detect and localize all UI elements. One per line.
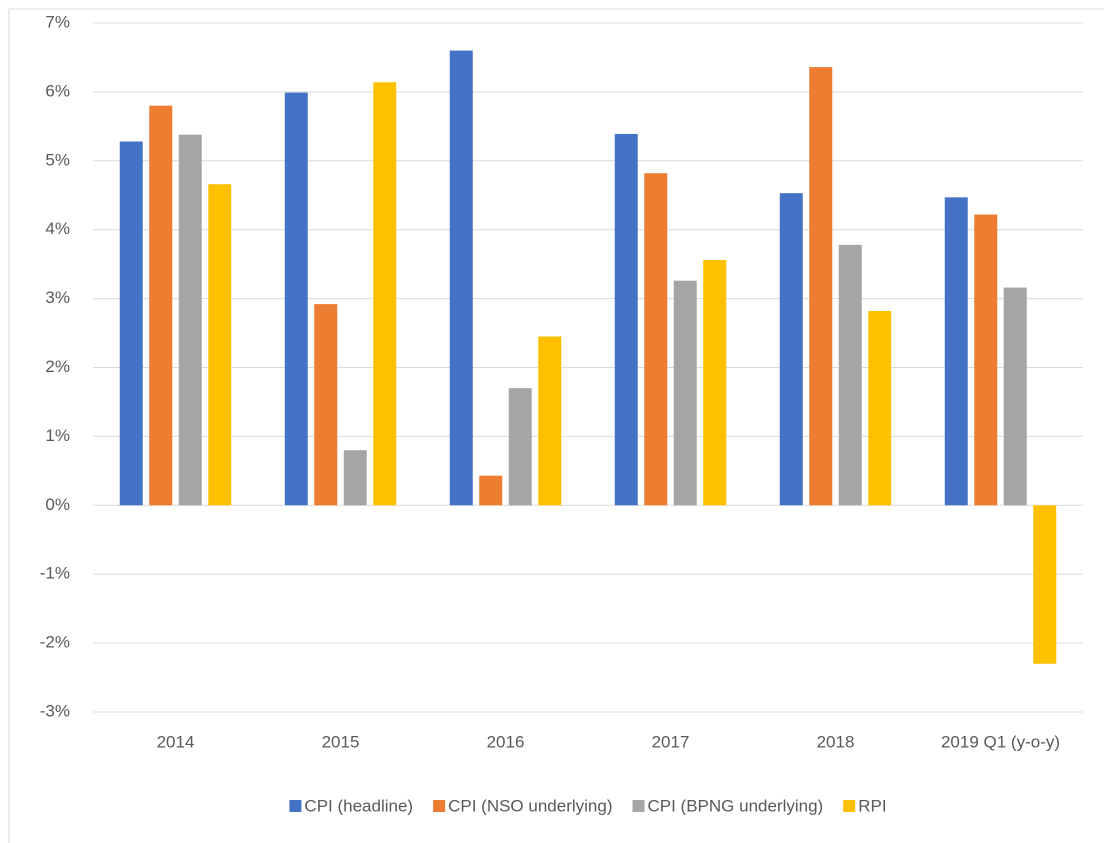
legend-swatch <box>632 800 645 812</box>
legend-label: RPI <box>858 796 886 815</box>
y-tick-label: 6% <box>45 81 70 100</box>
bar <box>149 105 173 506</box>
bar <box>343 450 367 506</box>
bar <box>508 388 532 506</box>
x-tick-label: 2018 <box>817 732 855 751</box>
y-tick-label: 1% <box>45 426 70 445</box>
x-tick-label: 2017 <box>652 732 690 751</box>
y-tick-label: -3% <box>40 701 70 720</box>
y-tick-label: 0% <box>45 495 70 514</box>
bar <box>119 141 143 506</box>
x-tick-label: 2016 <box>487 732 525 751</box>
bar <box>779 193 803 506</box>
y-tick-label: 2% <box>45 357 70 376</box>
bar <box>809 67 833 506</box>
bar <box>1003 287 1027 506</box>
bar <box>284 92 308 506</box>
y-tick-label: -2% <box>40 633 70 652</box>
bar <box>373 82 397 506</box>
legend-label: CPI (NSO underlying) <box>448 796 612 815</box>
bar <box>644 173 668 506</box>
x-tick-label: 2019 Q1 (y-o-y) <box>941 732 1060 751</box>
bar <box>449 50 473 506</box>
bar <box>538 336 562 506</box>
legend-label: CPI (BPNG underlying) <box>647 796 823 815</box>
legend-swatch <box>433 800 446 812</box>
y-tick-label: 7% <box>45 12 70 31</box>
bar <box>673 280 697 506</box>
bar <box>868 311 892 506</box>
bar <box>314 304 338 506</box>
chart-frame <box>8 8 1104 843</box>
bar <box>974 214 998 506</box>
bar <box>838 244 862 506</box>
bar <box>614 133 638 506</box>
y-tick-label: 4% <box>45 219 70 238</box>
legend-label: CPI (headline) <box>304 796 413 815</box>
bar <box>208 184 232 506</box>
bar <box>944 197 968 506</box>
bar <box>1033 505 1057 664</box>
legend-swatch <box>289 800 302 812</box>
legend-swatch <box>843 800 856 812</box>
x-tick-label: 2014 <box>157 732 195 751</box>
y-tick-label: 3% <box>45 288 70 307</box>
bar <box>479 475 503 506</box>
y-tick-label: 5% <box>45 150 70 169</box>
bar <box>178 134 202 506</box>
y-tick-label: -1% <box>40 564 70 583</box>
bar <box>703 260 727 506</box>
x-tick-label: 2015 <box>322 732 360 751</box>
